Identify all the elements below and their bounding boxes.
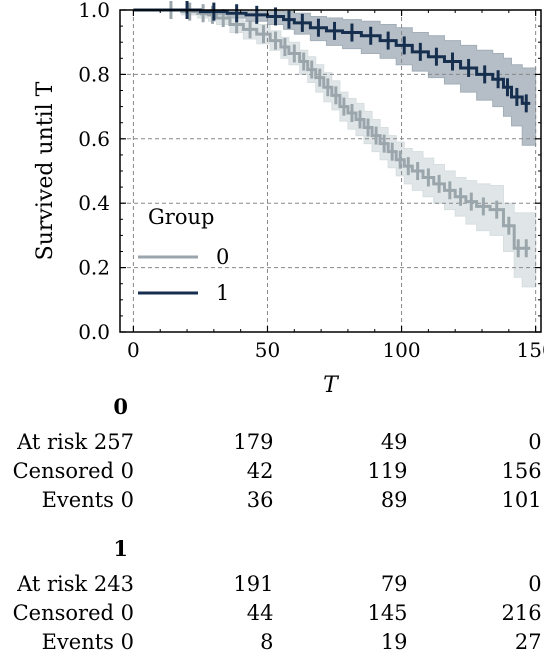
risk-cell: 101 [502, 488, 542, 512]
risk-cell: 19 [381, 630, 408, 654]
ci-band-group-1 [133, 9, 537, 146]
survival-line-group-1 [133, 8, 531, 105]
risk-row-label: Censored 0 [13, 601, 134, 625]
risk-cell: 8 [260, 630, 273, 654]
risk-cell: 0 [528, 430, 541, 454]
risk-cell: 156 [502, 459, 542, 483]
x-tick-label: 0 [127, 338, 140, 362]
risk-cell: 119 [367, 459, 407, 483]
y-tick-label: 0.2 [78, 256, 110, 280]
risk-cell: 179 [233, 430, 273, 454]
risk-group-header: 1 [113, 536, 128, 561]
risk-row-label: Events 0 [42, 630, 134, 654]
y-tick-label: 0.0 [78, 320, 110, 344]
risk-cell: 79 [381, 572, 408, 596]
risk-cell: 191 [233, 572, 273, 596]
legend-title: Group [148, 205, 214, 229]
x-axis-title: T [323, 373, 340, 398]
risk-cell: 216 [502, 601, 542, 625]
legend: Group 0 1 [138, 205, 229, 305]
risk-cell: 27 [515, 630, 542, 654]
y-tick-label: 1.0 [78, 0, 110, 22]
risk-cell: 44 [247, 601, 274, 625]
axes: 0 50 100 150 0.0 0.2 0.4 0.6 0.8 1.0 T Survived unt… [33, 0, 544, 398]
risk-row-label: At risk 257 [16, 430, 134, 454]
risk-cell: 145 [367, 601, 407, 625]
y-tick-label: 0.4 [78, 191, 110, 215]
confidence-bands [133, 9, 537, 288]
risk-cell: 89 [381, 488, 408, 512]
x-tick-label: 50 [255, 338, 280, 362]
x-tick-label: 150 [517, 338, 544, 362]
risk-cell: 36 [247, 488, 274, 512]
legend-label-group-0: 0 [216, 245, 229, 269]
risk-cell: 42 [247, 459, 274, 483]
risk-cell: 0 [528, 572, 541, 596]
y-tick-label: 0.8 [78, 62, 110, 86]
risk-group-header: 0 [113, 394, 128, 419]
y-axis-title: Survived until T [33, 81, 58, 260]
x-tick-label: 100 [382, 338, 420, 362]
risk-cell: 49 [381, 430, 408, 454]
risk-row-label: Events 0 [42, 488, 134, 512]
legend-label-group-1: 1 [216, 281, 229, 305]
risk-row-label: At risk 243 [16, 572, 134, 596]
y-tick-label: 0.6 [78, 127, 110, 151]
risk-row-label: Censored 0 [13, 459, 134, 483]
ci-band-group-0 [133, 9, 537, 288]
